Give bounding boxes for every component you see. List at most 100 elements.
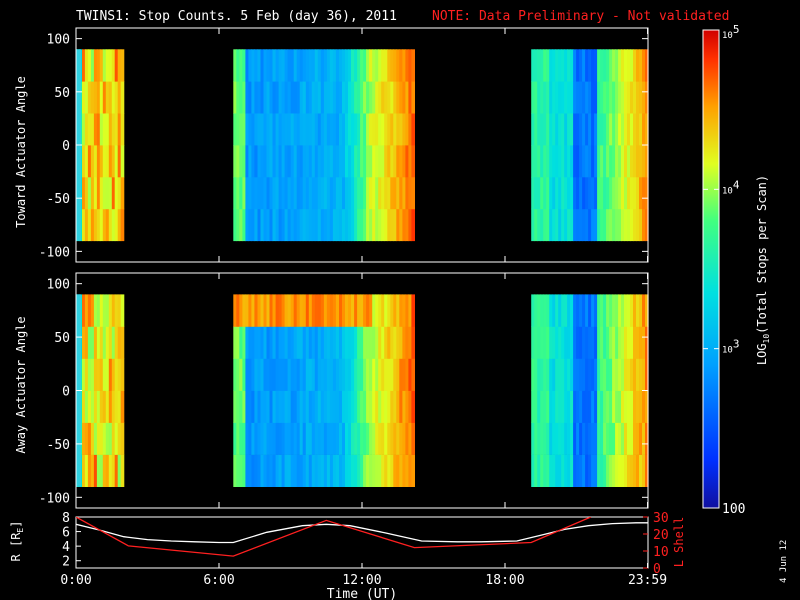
x-tick-label: 12:00 <box>342 573 381 588</box>
heatmap-cell <box>396 390 400 423</box>
heatmap-cell <box>351 454 355 487</box>
heatmap-cell <box>555 176 559 210</box>
heatmap-cell <box>612 422 616 455</box>
heatmap-cell <box>615 113 619 146</box>
heatmap-cell <box>348 49 352 82</box>
heatmap-cell <box>305 81 310 114</box>
heatmap-cell <box>332 326 337 359</box>
heatmap-cell <box>281 390 286 423</box>
heatmap-cell <box>345 390 349 423</box>
heatmap-cell <box>284 358 289 391</box>
heatmap-cell <box>260 81 265 114</box>
heatmap-cell <box>308 454 313 487</box>
heatmap-cell <box>555 390 559 423</box>
heatmap-cell <box>302 454 307 487</box>
heatmap-cell <box>576 326 580 359</box>
heatmap-cell <box>366 208 370 242</box>
heatmap-cell <box>326 294 331 327</box>
heatmap-cell <box>82 49 86 82</box>
heatmap-cell <box>93 208 98 242</box>
heatmap-cell <box>624 113 628 146</box>
heatmap-cell <box>114 358 119 391</box>
heatmap-cell <box>639 145 643 178</box>
heatmap-cell <box>323 208 328 242</box>
heatmap-cell <box>543 358 547 391</box>
heatmap-cell <box>585 113 589 146</box>
heatmap-cell <box>260 208 265 242</box>
heatmap-cell <box>375 422 379 455</box>
heatmap-cell <box>387 208 391 242</box>
heatmap-cell <box>411 454 415 487</box>
heatmap-cell <box>552 176 556 210</box>
heatmap-cell <box>612 454 616 487</box>
heatmap-cell <box>329 208 334 242</box>
heatmap-cell <box>114 326 119 359</box>
heatmap-cell <box>546 454 550 487</box>
heatmap-cell <box>345 208 349 242</box>
heatmap-cell <box>233 176 237 210</box>
heatmap-cell <box>320 113 325 146</box>
heatmap-cell <box>90 294 95 327</box>
heatmap-cell <box>540 49 544 82</box>
heatmap-cell <box>260 176 265 210</box>
heatmap-cell <box>534 294 538 327</box>
heatmap-cell <box>615 294 619 327</box>
heatmap-cell <box>320 326 325 359</box>
heatmap-cell <box>335 454 340 487</box>
heatmap-cell <box>603 113 607 146</box>
heatmap-cell <box>351 390 355 423</box>
heatmap-cell <box>332 358 337 391</box>
heatmap-cell <box>257 176 262 210</box>
heatmap-cell <box>96 81 101 114</box>
heatmap-cell <box>396 454 400 487</box>
heatmap-cell <box>561 49 565 82</box>
heatmap-cell <box>290 208 295 242</box>
heatmap-cell <box>296 390 301 423</box>
heatmap-cell <box>284 390 289 423</box>
heatmap-cell <box>342 113 346 146</box>
heatmap-cell <box>354 176 358 210</box>
heatmap-cell <box>591 454 595 487</box>
colorbar-tick-base: 10 <box>722 31 733 41</box>
heatmap-cell <box>351 176 355 210</box>
heatmap-cell <box>603 358 607 391</box>
heatmap-cell <box>348 208 352 242</box>
heatmap-cell <box>378 390 382 423</box>
heatmap-cell <box>311 454 316 487</box>
heatmap-cell <box>573 422 577 455</box>
heatmap-cell <box>111 422 116 455</box>
heatmap-cell <box>332 81 337 114</box>
heatmap-cell <box>537 81 541 114</box>
heatmap-cell <box>390 294 394 327</box>
heatmap-cell <box>402 145 406 178</box>
heatmap-cell <box>579 454 583 487</box>
heatmap-cell <box>87 81 92 114</box>
heatmap-cell <box>239 454 243 487</box>
heatmap-cell <box>600 422 604 455</box>
heatmap-cell <box>633 208 637 242</box>
heatmap-cell <box>311 294 316 327</box>
heatmap-cell <box>287 390 292 423</box>
heatmap-cell <box>269 390 274 423</box>
heatmap-cell <box>335 176 340 210</box>
heatmap-cell <box>576 294 580 327</box>
heatmap-cell <box>293 390 298 423</box>
heatmap-cell <box>320 422 325 455</box>
heatmap-cell <box>543 145 547 178</box>
heatmap-cell <box>299 81 304 114</box>
heatmap-cell <box>332 422 337 455</box>
heatmap-cell <box>296 208 301 242</box>
heatmap-cell <box>411 208 415 242</box>
heatmap-cell <box>618 358 622 391</box>
heatmap-cell <box>257 113 262 146</box>
heatmap-cell <box>606 145 610 178</box>
heatmap-cell <box>612 176 616 210</box>
heatmap-cell <box>326 49 331 82</box>
heatmap-cell <box>236 113 240 146</box>
heatmap-cell <box>242 454 246 487</box>
heatmap-cell <box>357 208 361 242</box>
heatmap-cell <box>618 49 622 82</box>
heatmap-cell <box>317 326 322 359</box>
heatmap-cell <box>323 113 328 146</box>
heatmap-cell <box>108 81 113 114</box>
